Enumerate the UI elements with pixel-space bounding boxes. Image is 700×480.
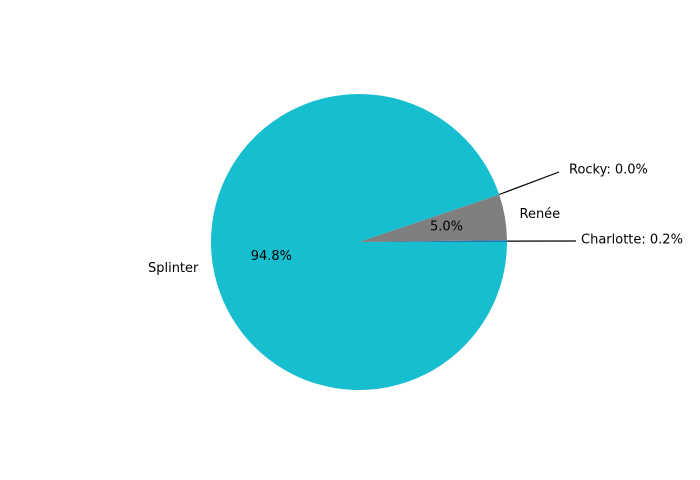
- slice-pct-splinter: 94.8%: [251, 249, 292, 264]
- callout-label-rocky: Rocky: 0.0%: [569, 163, 648, 178]
- slice-pct-renee: 5.0%: [430, 220, 463, 235]
- callout-line-rocky: [498, 171, 560, 196]
- pie-slice-charlotte: [359, 240, 508, 242]
- pie-labels: Charlotte: 0.2% Renée 5.0% Rocky: 0.0% Splin…: [148, 163, 683, 277]
- slice-label-splinter: Splinter: [148, 261, 199, 276]
- pie-slice-renee: [359, 194, 507, 242]
- pie-slices: [211, 94, 508, 391]
- slice-label-renee: Renée: [520, 207, 561, 222]
- callout-lines: [498, 171, 577, 242]
- pie-slice-splinter: [211, 94, 508, 391]
- callout-label-charlotte: Charlotte: 0.2%: [581, 233, 683, 248]
